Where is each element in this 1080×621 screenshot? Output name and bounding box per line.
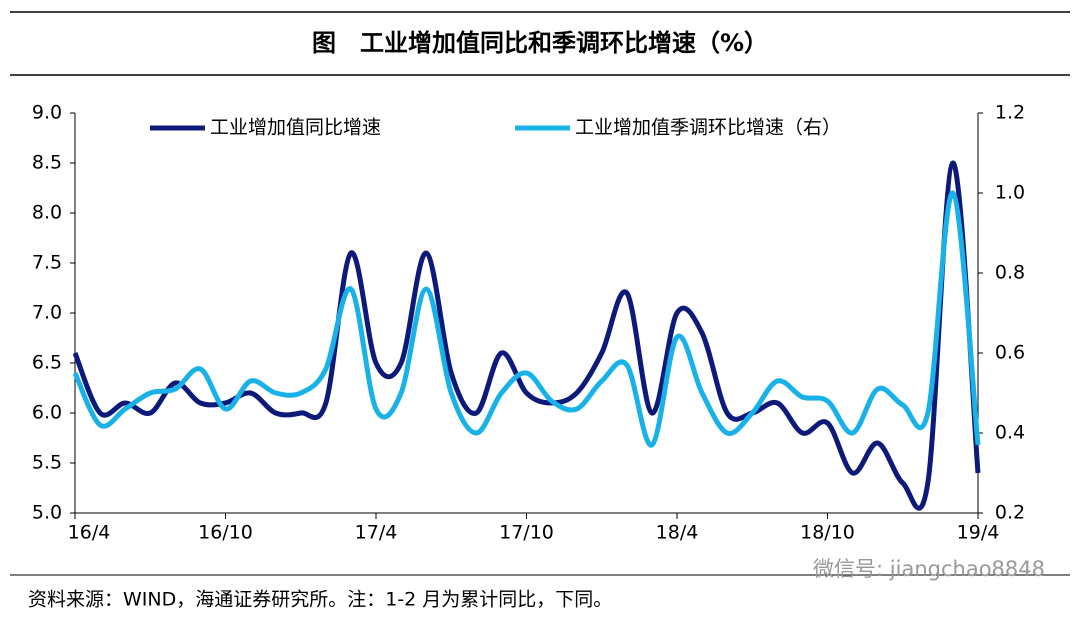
y2-tick-label: 1.0	[995, 182, 1025, 204]
legend-label: 工业增加值同比增速	[210, 117, 381, 139]
source-note: 资料来源：WIND，海通证券研究所。注：1-2 月为累计同比，下同。	[28, 589, 612, 611]
x-tick-label: 17/10	[499, 522, 554, 544]
x-tick-label: 16/4	[68, 522, 111, 544]
x-tick-label: 16/10	[198, 522, 253, 544]
series-line	[72, 190, 981, 448]
x-tick-label: 18/4	[656, 522, 699, 544]
x-tick-label: 19/4	[957, 522, 1000, 544]
y2-tick-label: 0.2	[995, 502, 1025, 524]
y2-tick-label: 0.4	[995, 422, 1025, 444]
legend-label: 工业增加值季调环比增速（右）	[575, 117, 841, 139]
watermark: 微信号: jiangchao8848	[813, 557, 1045, 581]
series-line	[72, 160, 981, 511]
y-tick-label: 9.0	[32, 102, 62, 124]
y2-tick-label: 1.2	[995, 102, 1025, 124]
y-tick-label: 7.0	[32, 302, 62, 324]
y-tick-label: 6.0	[32, 402, 62, 424]
y-tick-label: 5.5	[32, 452, 62, 474]
x-tick-label: 18/10	[800, 522, 855, 544]
x-tick-label: 17/4	[355, 522, 398, 544]
y-tick-label: 8.5	[32, 152, 62, 174]
y-tick-label: 6.5	[32, 352, 62, 374]
y-tick-label: 5.0	[32, 502, 62, 524]
y-tick-label: 7.5	[32, 252, 62, 274]
y2-tick-label: 0.6	[995, 342, 1025, 364]
y-tick-label: 8.0	[32, 202, 62, 224]
chart-title: 图 工业增加值同比和季调环比增速（%）	[312, 29, 768, 57]
y2-tick-label: 0.8	[995, 262, 1025, 284]
